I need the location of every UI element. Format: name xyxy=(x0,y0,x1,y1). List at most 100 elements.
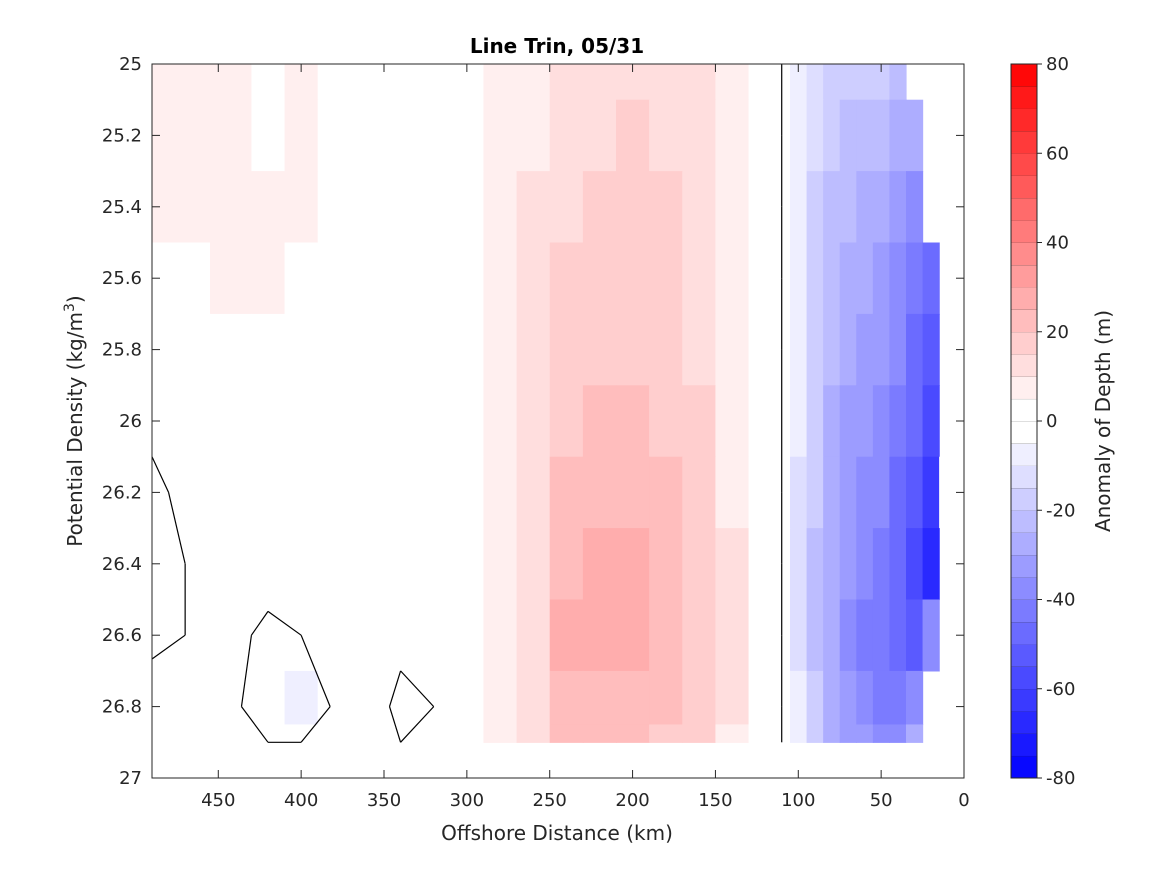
colorbar-bin xyxy=(1011,554,1037,578)
heatmap-cell xyxy=(790,64,808,101)
heatmap-cell xyxy=(210,456,253,529)
heatmap-cell xyxy=(152,313,170,386)
heatmap-cell xyxy=(210,724,253,743)
colorbar-bin xyxy=(1011,398,1037,422)
heatmap-cell xyxy=(715,171,750,244)
heatmap-cell xyxy=(748,724,775,743)
heatmap-cell xyxy=(649,385,683,458)
heatmap-cell xyxy=(251,599,286,672)
heatmap-cell xyxy=(748,599,775,672)
heatmap-cell xyxy=(582,313,617,386)
heatmap-cell xyxy=(483,599,518,672)
colorbar-bin xyxy=(1011,130,1037,154)
heatmap-cell xyxy=(549,385,584,458)
heatmap-cell xyxy=(682,99,717,172)
heatmap-cell xyxy=(806,313,824,386)
heatmap-cell xyxy=(384,313,418,386)
heatmap-cell xyxy=(317,171,352,244)
heatmap-cell xyxy=(790,670,808,726)
heatmap-cell xyxy=(483,171,518,244)
contour-segment xyxy=(300,706,331,743)
heatmap-cell xyxy=(748,528,775,601)
heatmap-cell xyxy=(317,99,352,172)
colorbar-bin xyxy=(1011,755,1037,779)
heatmap-cell xyxy=(152,385,170,458)
heatmap-cell xyxy=(856,313,874,386)
heatmap-cell xyxy=(823,456,841,529)
heatmap-cell xyxy=(168,456,211,529)
heatmap-cell xyxy=(350,171,385,244)
heatmap-cell xyxy=(856,242,874,315)
heatmap-cell xyxy=(168,528,211,601)
y-axis-title-main: Potential Density (kg/m xyxy=(63,312,87,547)
heatmap-cell xyxy=(384,99,418,172)
heatmap-cell xyxy=(839,724,857,743)
heatmap-cell xyxy=(906,670,924,726)
heatmap-cell xyxy=(806,64,824,101)
heatmap-cell xyxy=(649,670,683,726)
heatmap-cell xyxy=(872,456,891,529)
heatmap-cell xyxy=(649,242,683,315)
heatmap-cell xyxy=(152,528,170,601)
heatmap-cell xyxy=(284,99,319,172)
heatmap-cell xyxy=(317,313,352,386)
heatmap-cell xyxy=(616,171,650,244)
colorbar-bin xyxy=(1011,711,1037,734)
heatmap-cell xyxy=(856,385,874,458)
heatmap-cell xyxy=(823,599,841,672)
heatmap-cell xyxy=(483,528,518,601)
heatmap-cell xyxy=(317,385,352,458)
heatmap-cell xyxy=(483,670,518,726)
heatmap-cell xyxy=(210,99,253,172)
heatmap-cell xyxy=(682,528,717,601)
heatmap-cell xyxy=(715,385,750,458)
heatmap-cell xyxy=(251,99,286,172)
heatmap-cell xyxy=(823,385,841,458)
heatmap-cell xyxy=(806,670,824,726)
colorbar-bin xyxy=(1011,644,1037,667)
heatmap-cell xyxy=(839,528,857,601)
heatmap-cell xyxy=(806,456,824,529)
heatmap-cell xyxy=(889,456,907,529)
colorbar-bin xyxy=(1011,108,1037,132)
heatmap-cell xyxy=(284,456,319,529)
contour-segment xyxy=(152,456,170,493)
heatmap-cell xyxy=(210,64,253,101)
heatmap-cell xyxy=(889,171,907,244)
heatmap-cell xyxy=(417,670,451,726)
heatmap-cell xyxy=(649,528,683,601)
x-tick-label: 200 xyxy=(615,790,649,811)
heatmap-cell xyxy=(417,456,451,529)
heatmap-cell xyxy=(251,724,286,743)
heatmap-cell xyxy=(649,171,683,244)
colorbar-bin xyxy=(1011,264,1037,288)
heatmap-cell xyxy=(922,242,940,315)
x-tick-label: 350 xyxy=(367,790,401,811)
colorbar-tick-label: 0 xyxy=(1046,411,1057,432)
heatmap-cell xyxy=(251,456,286,529)
contour-segment xyxy=(400,706,435,743)
y-axis-title: Potential Density (kg/m3) xyxy=(62,295,87,546)
heatmap-cell xyxy=(516,385,551,458)
heatmap-cell xyxy=(806,724,824,743)
heatmap-cell xyxy=(384,456,418,529)
heatmap-cell xyxy=(682,456,717,529)
heatmap-cell xyxy=(417,599,451,672)
heatmap-cell xyxy=(582,724,617,743)
heatmap-cell xyxy=(251,528,286,601)
heatmap-cell xyxy=(168,385,211,458)
heatmap-cell xyxy=(889,242,907,315)
colorbar-bin xyxy=(1011,376,1037,399)
heatmap-cell xyxy=(516,528,551,601)
y-tick-label: 25.6 xyxy=(102,268,142,289)
heatmap-cell xyxy=(906,313,924,386)
heatmap-cell xyxy=(839,171,857,244)
heatmap-cell xyxy=(616,599,650,672)
colorbar-tick-label: -80 xyxy=(1046,768,1075,789)
x-tick-label: 300 xyxy=(450,790,484,811)
heatmap-cell xyxy=(582,456,617,529)
heatmap-cell xyxy=(384,599,418,672)
colorbar-bin xyxy=(1011,242,1037,266)
heatmap-cell xyxy=(549,64,584,101)
colorbar-bin xyxy=(1011,175,1037,199)
